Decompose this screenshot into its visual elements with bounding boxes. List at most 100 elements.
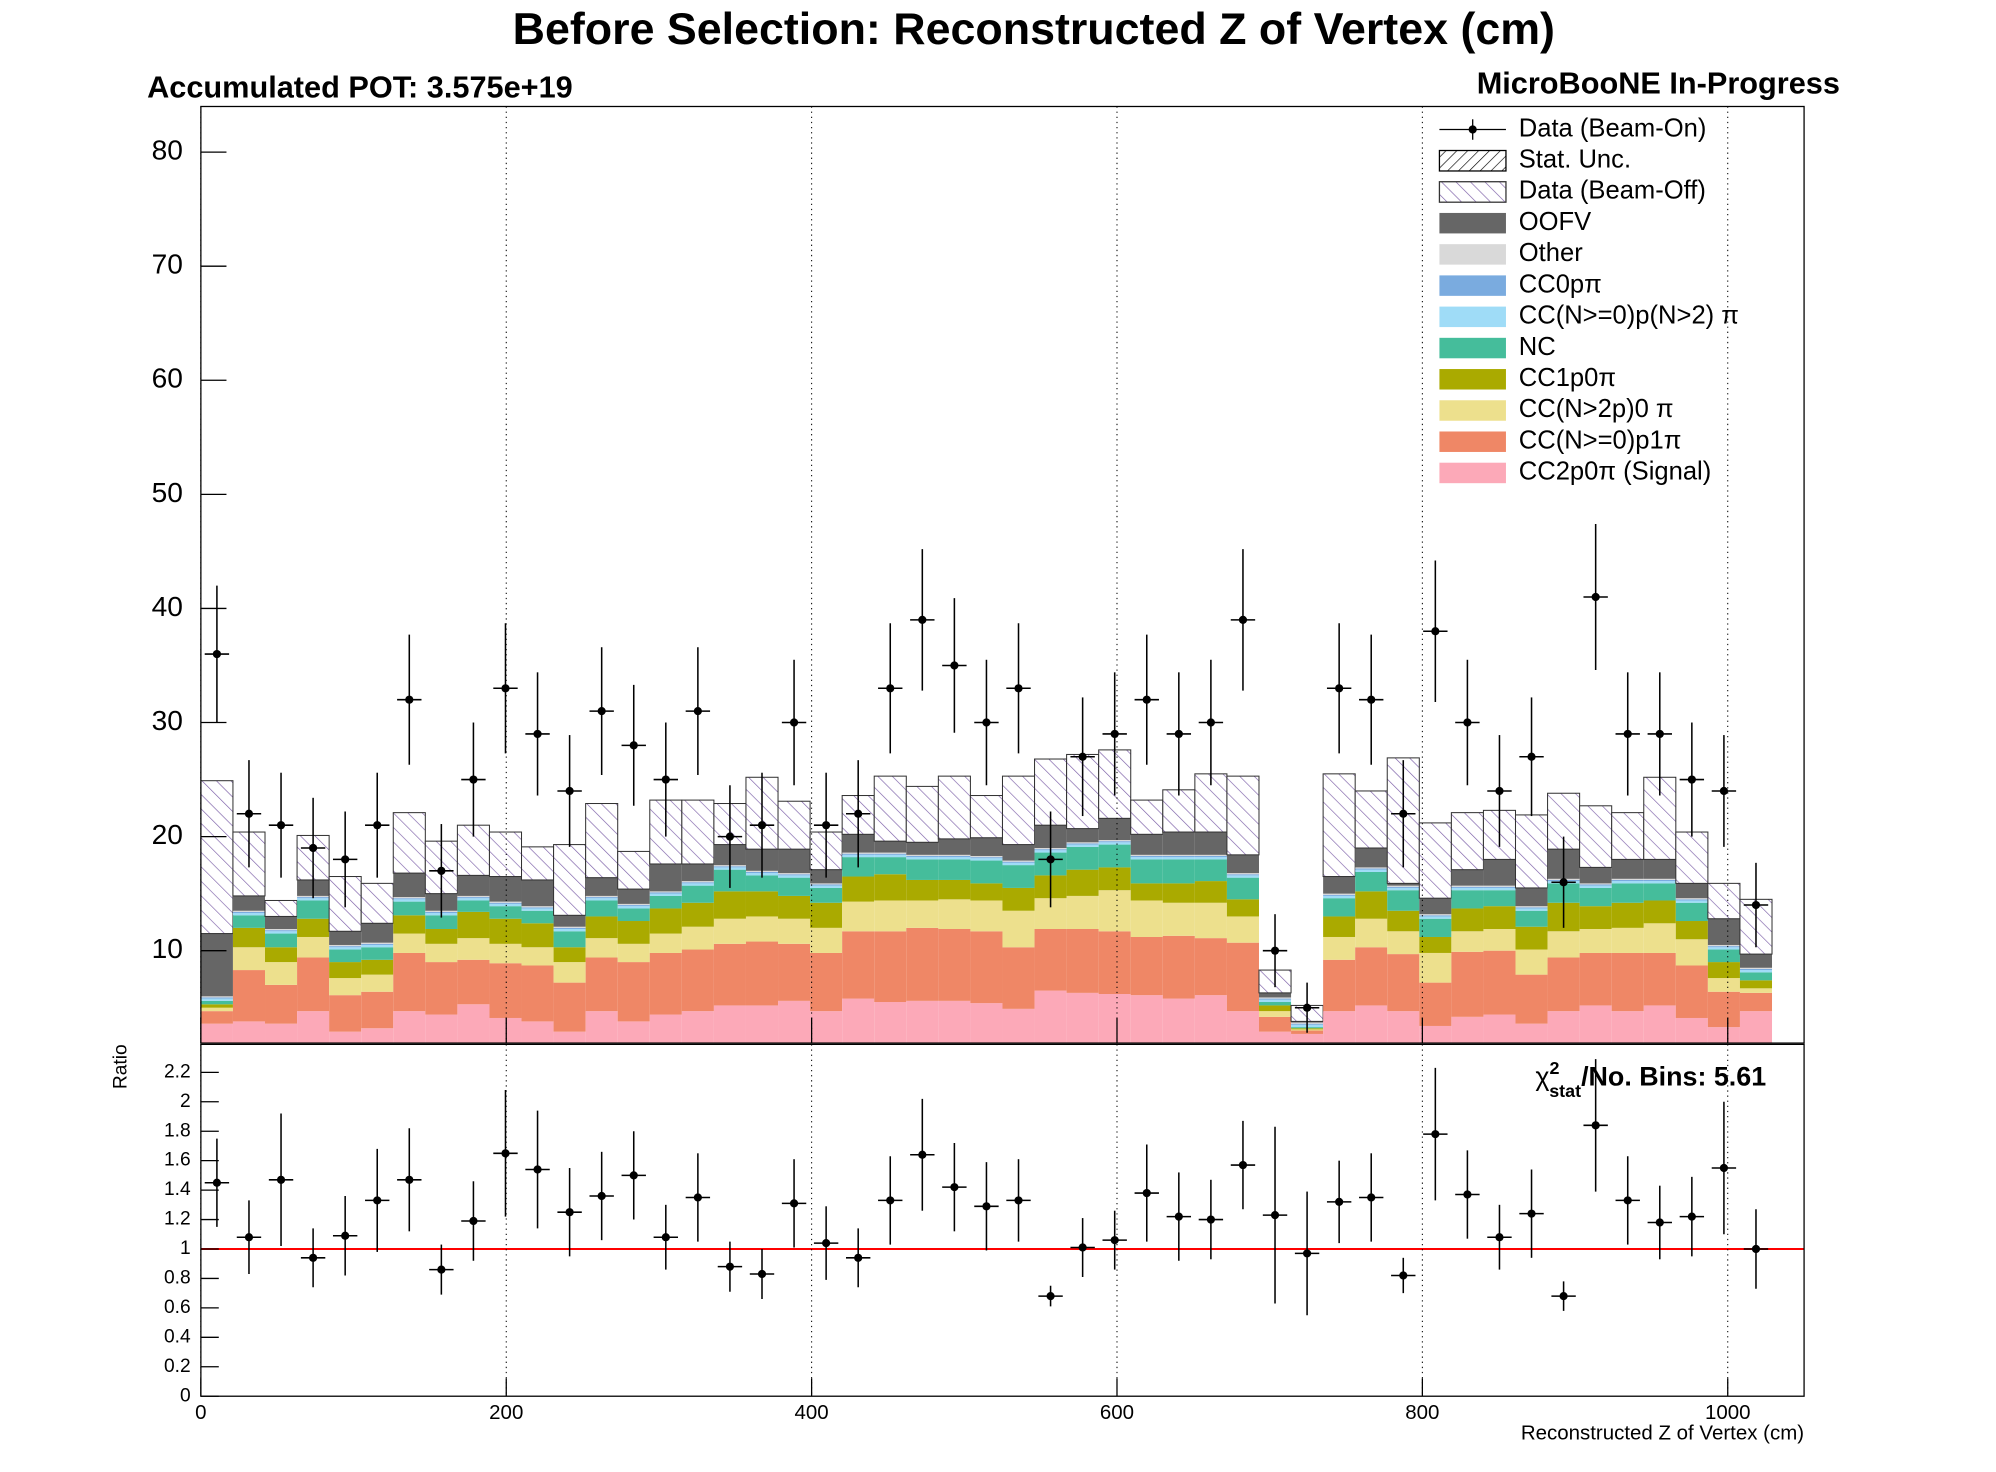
stack-segment bbox=[1675, 899, 1708, 901]
stack-segment bbox=[393, 899, 426, 902]
stack-segment bbox=[1419, 1025, 1452, 1044]
stack-segment bbox=[1547, 1011, 1580, 1044]
data-point bbox=[1591, 592, 1600, 602]
ratio-point bbox=[1142, 1188, 1151, 1198]
stack-segment bbox=[553, 1031, 586, 1044]
stack-segment bbox=[810, 884, 843, 886]
ratio-point bbox=[757, 1269, 767, 1279]
stack-segment bbox=[1450, 812, 1484, 871]
stack-segment bbox=[938, 855, 971, 858]
stack-segment bbox=[489, 963, 522, 1018]
stack-segment bbox=[1322, 773, 1356, 878]
stack-segment bbox=[649, 892, 682, 894]
stack-segment bbox=[521, 846, 555, 881]
stack-segment bbox=[393, 873, 426, 898]
stack-segment bbox=[1066, 895, 1099, 929]
stack-segment bbox=[425, 928, 458, 944]
stack-segment bbox=[1483, 928, 1516, 951]
stack-segment bbox=[1002, 887, 1035, 911]
stack-segment bbox=[778, 849, 811, 874]
stack-segment bbox=[874, 853, 907, 855]
stack-segment bbox=[1066, 844, 1099, 847]
stack-segment bbox=[1675, 1017, 1708, 1044]
stack-segment bbox=[1355, 848, 1388, 868]
stack-segment bbox=[1002, 1008, 1035, 1044]
stack-segment bbox=[1162, 854, 1195, 856]
stack-segment bbox=[1002, 862, 1035, 866]
data-point bbox=[276, 821, 286, 830]
stack-segment bbox=[713, 918, 746, 944]
ratio-plot bbox=[200, 1059, 1805, 1316]
stack-segment bbox=[1579, 887, 1612, 907]
ratio-point bbox=[1559, 1292, 1568, 1301]
stack-segment bbox=[425, 962, 458, 1015]
stack-segment bbox=[1387, 910, 1420, 932]
data-point bbox=[1431, 627, 1440, 636]
y-tick-label: 1.8 bbox=[164, 1120, 191, 1141]
ratio-point bbox=[1302, 1249, 1312, 1258]
stack-segment bbox=[361, 942, 394, 944]
legend-label: NC bbox=[1519, 333, 1556, 361]
stack-segment bbox=[361, 991, 394, 1029]
stack-segment bbox=[1323, 894, 1356, 896]
ratio-point bbox=[212, 1178, 222, 1187]
stack-segment bbox=[938, 838, 971, 855]
stack-segment bbox=[521, 923, 554, 948]
data-point bbox=[244, 809, 254, 818]
stack-segment bbox=[1707, 991, 1740, 1028]
stack-segment bbox=[1451, 931, 1484, 952]
y-tick-label: 1 bbox=[180, 1238, 191, 1259]
stack-segment bbox=[1130, 834, 1163, 855]
ratio-point bbox=[1527, 1209, 1536, 1218]
data-point bbox=[1335, 684, 1344, 693]
legend-label: Data (Beam-On) bbox=[1519, 114, 1707, 142]
stack-segment bbox=[778, 873, 811, 875]
ratio-point bbox=[373, 1196, 382, 1205]
stack-segment bbox=[970, 1003, 1003, 1044]
stack-segment bbox=[553, 927, 586, 929]
stack-segment bbox=[297, 918, 330, 937]
stack-segment bbox=[1483, 1014, 1516, 1044]
data-point bbox=[1463, 718, 1472, 727]
legend-swatch bbox=[1439, 244, 1506, 265]
ratio-point bbox=[1399, 1271, 1408, 1280]
stack-segment bbox=[265, 930, 298, 932]
stack-segment bbox=[842, 901, 875, 932]
stack-segment bbox=[297, 900, 330, 919]
stack-segment bbox=[265, 931, 298, 934]
stack-segment bbox=[810, 885, 843, 888]
stack-segment bbox=[1355, 918, 1388, 948]
y-tick-label: 20 bbox=[152, 819, 183, 850]
stack-segment bbox=[1355, 891, 1388, 919]
stack-segment bbox=[617, 921, 650, 944]
stack-segment bbox=[393, 901, 426, 916]
stack-segment bbox=[1707, 882, 1741, 920]
stack-segment bbox=[489, 902, 522, 904]
stack-segment bbox=[810, 902, 843, 928]
stack-segment bbox=[265, 947, 298, 963]
stack-segment bbox=[329, 962, 362, 979]
stack-segment bbox=[1226, 1011, 1259, 1044]
stack-segment bbox=[874, 852, 907, 854]
stack-segment bbox=[1226, 775, 1260, 856]
stack-segment bbox=[1098, 818, 1131, 841]
stack-segment bbox=[1130, 855, 1163, 858]
data-point bbox=[405, 695, 414, 704]
data-point bbox=[1687, 775, 1696, 784]
stack-segment bbox=[970, 900, 1003, 932]
data-point bbox=[1078, 752, 1087, 761]
stack-segment bbox=[521, 910, 554, 924]
stack-segment bbox=[777, 800, 811, 850]
stack-segment bbox=[360, 882, 394, 924]
stack-segment bbox=[681, 926, 714, 950]
stack-segment bbox=[553, 931, 586, 948]
stack-segment bbox=[1098, 842, 1131, 845]
stack-segment bbox=[1323, 936, 1356, 960]
stack-segment bbox=[553, 915, 586, 927]
legend-swatch bbox=[1439, 306, 1506, 328]
data-point bbox=[629, 741, 638, 750]
stack-segment bbox=[200, 780, 234, 935]
stack-segment bbox=[778, 918, 811, 944]
y-tick-label: 0.4 bbox=[164, 1326, 191, 1347]
stack-segment bbox=[1707, 918, 1740, 945]
